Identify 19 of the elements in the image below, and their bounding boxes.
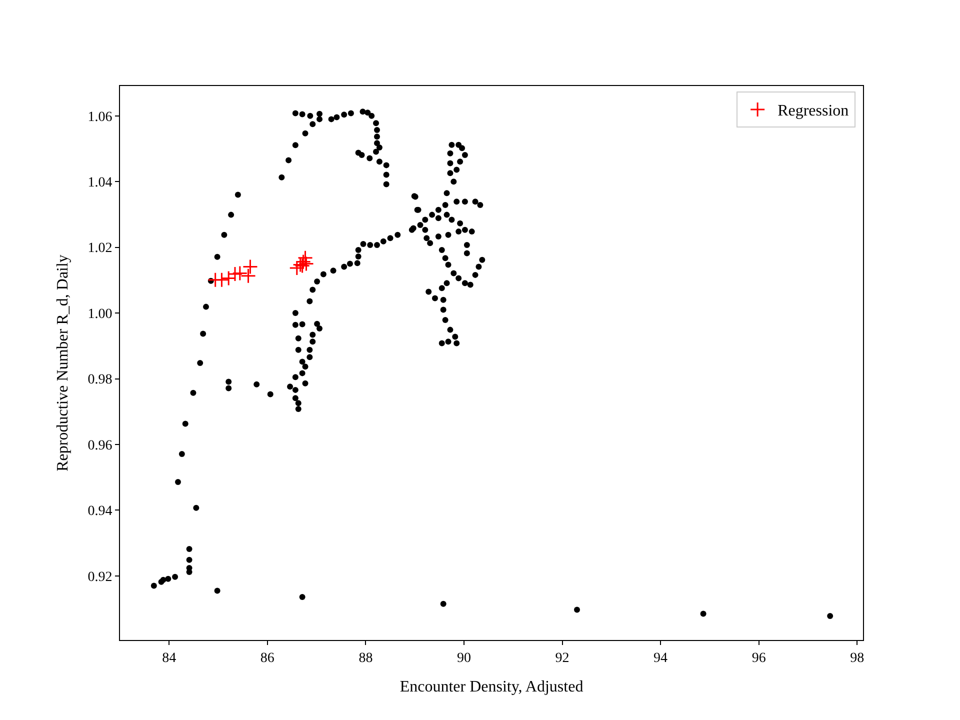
x-tick-label: 98 xyxy=(850,650,864,666)
x-tick-label: 94 xyxy=(654,650,668,666)
x-tick-label: 92 xyxy=(555,650,570,666)
x-tick-label: 90 xyxy=(456,650,471,666)
y-tick-label: 0.98 xyxy=(88,372,112,388)
x-tick-label: 86 xyxy=(260,650,274,666)
x-tick-label: 96 xyxy=(752,650,766,666)
y-tick-label: 1.06 xyxy=(88,110,112,125)
y-axis-title: Reproductive Number R_d, Daily xyxy=(54,254,72,472)
y-tick-label: 0.92 xyxy=(88,570,112,585)
y-tick-label: 0.96 xyxy=(88,438,112,454)
y-tick-label: 0.94 xyxy=(88,504,112,520)
x-tick-label: 88 xyxy=(358,650,373,666)
y-tick-label: 1.04 xyxy=(88,176,112,191)
legend-label: Regression xyxy=(778,102,849,120)
x-axis-title: Encounter Density, Adjusted xyxy=(400,678,584,696)
y-tick-label: 1.00 xyxy=(88,306,112,322)
x-tick-label: 84 xyxy=(162,650,176,666)
y-tick-label: 1.02 xyxy=(88,241,112,256)
